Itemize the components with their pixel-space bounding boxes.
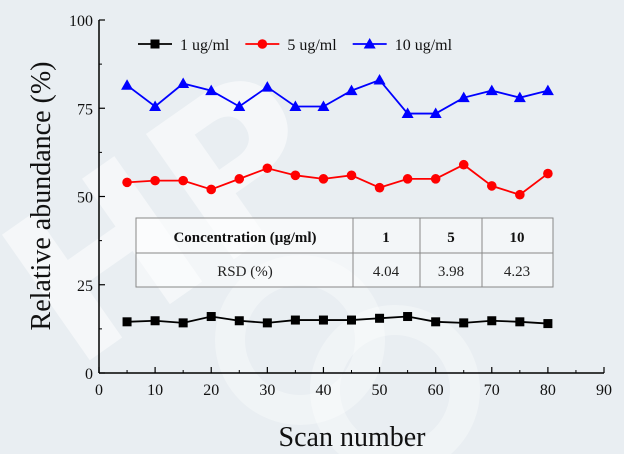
data-point [206, 312, 216, 322]
data-point [234, 316, 244, 326]
data-point [317, 100, 330, 111]
data-point [262, 163, 273, 174]
series-2 [121, 74, 554, 119]
y-tick-label: 25 [77, 278, 93, 295]
table-row-label-rsd: RSD (%) [217, 264, 272, 280]
data-point [121, 79, 134, 90]
series-1 [122, 159, 553, 200]
data-point [177, 77, 190, 89]
data-point [457, 91, 470, 103]
data-point [541, 84, 554, 96]
data-point [402, 174, 413, 184]
data-point [375, 313, 385, 323]
data-point [150, 175, 160, 186]
data-point [513, 91, 526, 103]
legend-item: 5 ug/ml [245, 37, 337, 54]
y-tick-label: 75 [77, 101, 93, 118]
data-point [487, 316, 497, 326]
table-header-1: 1 [382, 230, 390, 246]
data-point [458, 159, 469, 170]
data-point [206, 184, 217, 195]
x-tick-label: 40 [315, 382, 331, 399]
y-axis-title: Relative abundance (%) [26, 62, 57, 331]
data-point [233, 100, 246, 111]
table-header-5: 5 [447, 230, 455, 246]
data-point [515, 317, 525, 327]
legend-marker [257, 39, 268, 49]
x-axis-title: Scan number [279, 422, 427, 453]
series-0 [122, 312, 553, 329]
legend-item: 10 ug/ml [352, 37, 453, 54]
axis-tick-labels: 0 10 20 30 40 50 60 70 80 90 0 25 50 75 100 [69, 13, 612, 399]
data-point [122, 317, 132, 327]
data-point [262, 318, 272, 328]
table-cell-rsd-1: 4.04 [373, 264, 400, 280]
data-point [149, 100, 162, 111]
y-tick-label: 50 [77, 190, 93, 207]
data-point [374, 182, 385, 193]
data-point [290, 170, 301, 181]
table-grid [135, 217, 554, 288]
data-point [150, 316, 160, 326]
series-line [127, 315, 548, 325]
watermark-ring [215, 255, 385, 425]
x-tick-label: 30 [259, 382, 275, 399]
data-point [290, 315, 300, 325]
x-tick-label: 80 [540, 382, 556, 399]
data-point [318, 174, 329, 184]
legend: 1 ug/ml 5 ug/ml 10 ug/ml [138, 37, 453, 54]
data-point [373, 74, 386, 85]
data-point [543, 319, 553, 329]
data-point [459, 318, 469, 328]
data-point [403, 312, 413, 322]
legend-item: 1 ug/ml [138, 37, 230, 54]
data-point [261, 81, 274, 92]
x-tick-label: 90 [596, 382, 612, 399]
table-header-10: 10 [510, 230, 525, 246]
series-line [126, 163, 549, 196]
rsd-table: Concentration (μg/ml) 1 5 10 RSD (%) 4.0… [135, 217, 554, 288]
x-tick-label: 0 [95, 382, 103, 399]
data-point [543, 168, 553, 179]
y-tick-label: 100 [69, 13, 93, 30]
data-point [485, 84, 498, 96]
data-point [515, 189, 525, 200]
x-tick-label: 50 [372, 382, 388, 399]
legend-label: 10 ug/ml [395, 37, 453, 54]
series-layer [121, 74, 554, 329]
data-point [234, 174, 245, 184]
table-header-cell-shade [136, 218, 353, 253]
axis-ticks [98, 19, 605, 374]
legend-marker [150, 39, 160, 49]
data-point [289, 100, 302, 111]
data-point [205, 84, 218, 96]
data-point [346, 170, 357, 181]
data-point [431, 317, 441, 327]
data-point [178, 175, 188, 186]
data-point [178, 318, 188, 328]
data-point [429, 107, 442, 119]
series-line [126, 78, 549, 115]
data-point [401, 107, 414, 119]
y-tick-label: 0 [85, 366, 93, 383]
legend-label: 1 ug/ml [180, 37, 230, 54]
x-tick-label: 20 [203, 382, 219, 399]
data-point [345, 84, 358, 96]
data-point [347, 315, 356, 325]
data-point [486, 181, 497, 191]
legend-marker [363, 38, 376, 49]
legend-label: 5 ug/ml [287, 37, 337, 54]
table-header-concentration: Concentration (μg/ml) [173, 230, 316, 246]
table-cell-rsd-10: 4.23 [504, 264, 530, 280]
x-tick-label: 10 [147, 382, 163, 399]
table-cell-rsd-5: 3.98 [438, 264, 464, 280]
data-point [318, 315, 328, 325]
x-tick-label: 70 [484, 382, 500, 399]
watermark-ring [310, 305, 480, 454]
x-tick-label: 60 [428, 382, 444, 399]
data-point [122, 177, 132, 188]
data-point [430, 174, 441, 184]
